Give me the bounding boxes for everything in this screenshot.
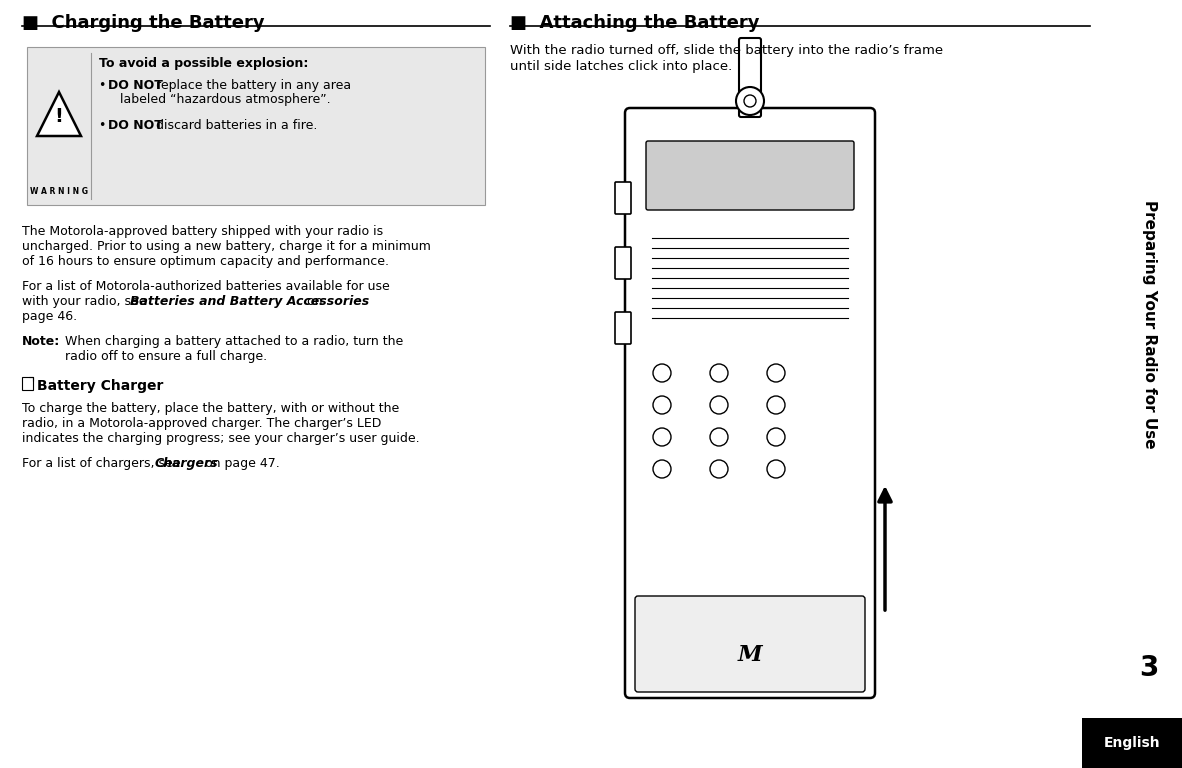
FancyBboxPatch shape (647, 141, 855, 210)
Circle shape (710, 396, 728, 414)
Circle shape (710, 428, 728, 446)
Polygon shape (37, 92, 82, 136)
Circle shape (736, 87, 764, 115)
Circle shape (710, 364, 728, 382)
Text: With the radio turned off, slide the battery into the radio’s frame: With the radio turned off, slide the bat… (509, 44, 943, 57)
Text: uncharged. Prior to using a new battery, charge it for a minimum: uncharged. Prior to using a new battery,… (22, 240, 431, 253)
Text: •: • (99, 119, 110, 132)
Text: ■  Charging the Battery: ■ Charging the Battery (22, 14, 265, 32)
Text: replace the battery in any area: replace the battery in any area (152, 79, 351, 92)
Text: Battery Charger: Battery Charger (37, 379, 163, 393)
Text: •: • (99, 79, 110, 92)
Text: To avoid a possible explosion:: To avoid a possible explosion: (99, 57, 309, 70)
FancyBboxPatch shape (615, 182, 631, 214)
Circle shape (767, 364, 785, 382)
Circle shape (710, 460, 728, 478)
Circle shape (767, 396, 785, 414)
Text: M: M (738, 644, 762, 666)
Text: English: English (1104, 736, 1161, 750)
Text: labeled “hazardous atmosphere”.: labeled “hazardous atmosphere”. (108, 93, 331, 106)
Text: on page 47.: on page 47. (201, 457, 280, 470)
Circle shape (652, 396, 671, 414)
FancyBboxPatch shape (625, 108, 875, 698)
Bar (1082, 718, 1182, 768)
Text: For a list of chargers, see: For a list of chargers, see (22, 457, 184, 470)
Text: When charging a battery attached to a radio, turn the: When charging a battery attached to a ra… (65, 335, 403, 348)
Text: For a list of Motorola-authorized batteries available for use: For a list of Motorola-authorized batter… (22, 280, 390, 293)
Text: W A R N I N G: W A R N I N G (30, 187, 87, 196)
Text: DO NOT: DO NOT (108, 79, 163, 92)
Text: discard batteries in a fire.: discard batteries in a fire. (152, 119, 318, 132)
Circle shape (652, 428, 671, 446)
Text: 3: 3 (1139, 654, 1158, 682)
Circle shape (767, 428, 785, 446)
Text: radio off to ensure a full charge.: radio off to ensure a full charge. (65, 350, 267, 363)
FancyBboxPatch shape (27, 47, 485, 205)
Bar (1100, 0, 1182, 718)
Text: To charge the battery, place the battery, with or without the: To charge the battery, place the battery… (22, 402, 400, 415)
Text: Note:: Note: (22, 335, 60, 348)
Text: radio, in a Motorola-approved charger. The charger’s LED: radio, in a Motorola-approved charger. T… (22, 417, 382, 430)
FancyBboxPatch shape (615, 312, 631, 344)
Text: indicates the charging progress; see your charger’s user guide.: indicates the charging progress; see you… (22, 432, 420, 445)
Circle shape (652, 460, 671, 478)
Circle shape (652, 364, 671, 382)
Text: !: ! (54, 107, 64, 125)
Text: Batteries and Battery Accessories: Batteries and Battery Accessories (130, 295, 369, 308)
Text: page 46.: page 46. (22, 310, 77, 323)
Text: Preparing Your Radio for Use: Preparing Your Radio for Use (1142, 200, 1156, 449)
Text: ■  Attaching the Battery: ■ Attaching the Battery (509, 14, 760, 32)
Text: on: on (303, 295, 323, 308)
Text: of 16 hours to ensure optimum capacity and performance.: of 16 hours to ensure optimum capacity a… (22, 255, 389, 268)
Text: DO NOT: DO NOT (108, 119, 163, 132)
Text: until side latches click into place.: until side latches click into place. (509, 60, 733, 73)
Text: with your radio, see: with your radio, see (22, 295, 150, 308)
FancyBboxPatch shape (615, 247, 631, 279)
FancyBboxPatch shape (635, 596, 865, 692)
Text: Chargers: Chargers (155, 457, 219, 470)
Bar (22, 377, 33, 390)
Circle shape (743, 95, 756, 107)
FancyBboxPatch shape (739, 38, 761, 117)
Text: The Motorola-approved battery shipped with your radio is: The Motorola-approved battery shipped wi… (22, 225, 383, 238)
Circle shape (767, 460, 785, 478)
